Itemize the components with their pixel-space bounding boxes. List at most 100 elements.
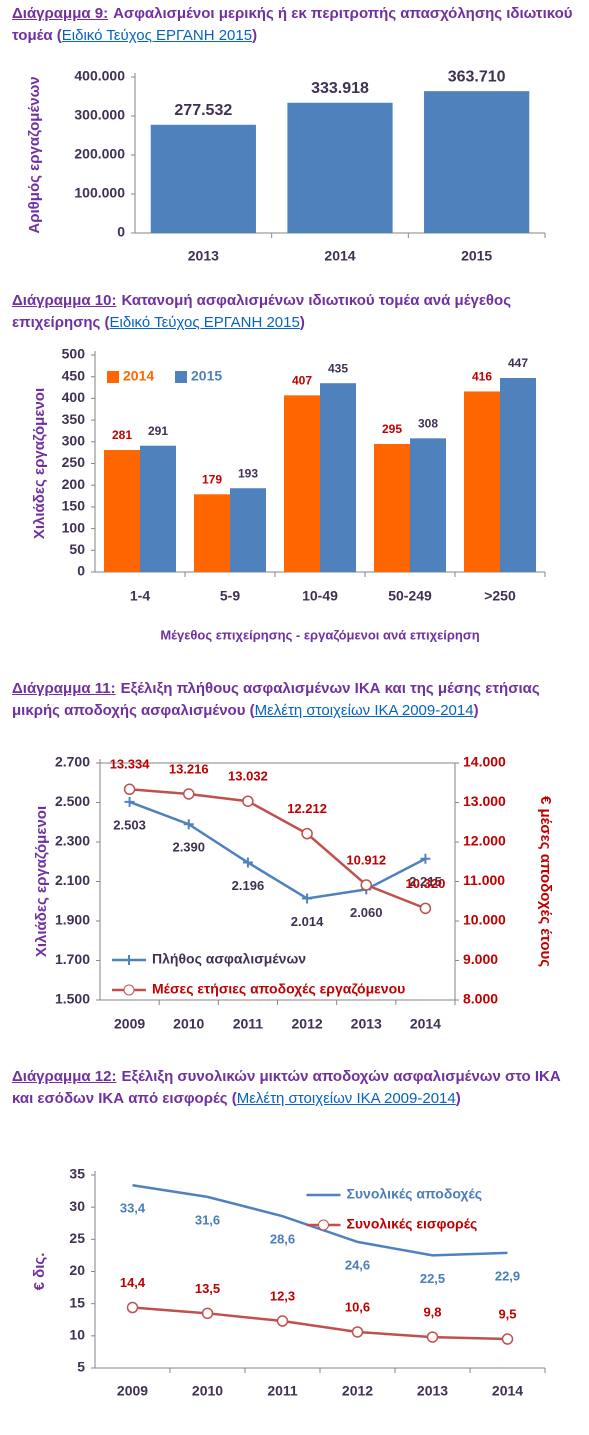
value-label: 363.710: [448, 68, 506, 85]
value-label: 277.532: [174, 102, 232, 119]
value-label: 407: [292, 374, 312, 388]
y2-tick-label: 13.000: [463, 793, 506, 809]
marker: [351, 1326, 364, 1338]
heading-label: Διάγραμμα 10:: [12, 292, 117, 309]
marker: [124, 796, 135, 807]
value-label: 2.196: [232, 878, 265, 893]
y2-tick-label: 8.000: [463, 991, 498, 1007]
heading: Διάγραμμα 10: Κατανομή ασφαλισμένων ιδιωτ…: [12, 290, 577, 334]
bar: [374, 443, 410, 572]
y-tick-label: 500: [62, 346, 86, 362]
y-tick-label: 450: [62, 367, 86, 383]
value-label: 193: [238, 466, 258, 480]
y-tick-label: 35: [69, 1166, 85, 1182]
y-tick-label: 100: [62, 519, 86, 535]
value-label: 333.918: [311, 80, 369, 97]
y-tick-label: 50: [69, 541, 85, 557]
y-axis-label: Χιλιάδες εργαζόμενοι: [33, 806, 50, 957]
x-tick-label: 2013: [188, 248, 219, 264]
heading-label: Διάγραμμα 9:: [12, 5, 109, 22]
heading-text: Ασφαλισμένοι μερικής ή εκ περιτροπής απα…: [12, 5, 573, 44]
x-tick-label: 2012: [292, 1016, 323, 1032]
paren: ): [455, 1090, 461, 1107]
x-tick-label: 2009: [114, 1016, 145, 1032]
x-tick-label: 50-249: [388, 588, 432, 604]
x-tick-label: 2009: [117, 1383, 148, 1399]
marker: [301, 827, 313, 840]
heading-label: Διάγραμμα 12:: [12, 1068, 117, 1085]
y-tick-label: 0: [117, 224, 125, 240]
y2-tick-label: 9.000: [463, 951, 498, 967]
x-tick-label: 2014: [410, 1016, 441, 1032]
source-link[interactable]: Ειδικό Τεύχος ΕΡΓΑΝΗ 2015: [61, 27, 253, 44]
source-link[interactable]: Μελέτη στοιχείων ΙΚΑ 2009-2014: [236, 1090, 456, 1107]
x-tick-label: 2010: [192, 1383, 223, 1399]
value-label: 9,8: [423, 1305, 441, 1320]
source-link[interactable]: Ειδικό Τεύχος ΕΡΓΑΝΗ 2015: [109, 314, 300, 331]
x-tick-label: >250: [484, 588, 516, 604]
y-tick-label: 2.700: [55, 754, 90, 770]
y-tick-label: 250: [62, 454, 86, 470]
y-tick-label: 100.000: [74, 185, 125, 201]
marker: [276, 1315, 289, 1327]
value-label: 2.503: [113, 817, 146, 832]
marker: [242, 795, 254, 807]
marker: [201, 1307, 214, 1320]
heading-label: Διάγραμμα 11:: [12, 680, 116, 697]
value-label: 10.320: [406, 876, 446, 891]
paren: (: [104, 314, 110, 331]
value-label: 10,6: [345, 1299, 370, 1314]
x-tick-label: 2013: [351, 1016, 382, 1032]
legend-label: Μέσες ετήσιες αποδοχές εργαζόμενου: [152, 981, 405, 997]
y-tick-label: 15: [69, 1294, 85, 1310]
heading-text: Εξέλιξη πλήθους ασφαλισμένων ΙΚΑ και της…: [12, 680, 540, 719]
bar: [230, 488, 266, 572]
legend-marker: [318, 1219, 329, 1231]
value-label: 308: [418, 416, 438, 430]
y-tick-label: 10: [69, 1327, 85, 1343]
legend-label: 2015: [191, 368, 222, 384]
bar: [104, 450, 140, 572]
value-label: 281: [112, 428, 132, 442]
paren: ): [473, 702, 479, 719]
bar: [194, 494, 230, 572]
y-tick-label: 200: [62, 476, 86, 492]
y-tick-label: 350: [62, 411, 86, 427]
y-tick-label: 2.500: [55, 793, 90, 809]
source-link[interactable]: Μελέτη στοιχείων ΙΚΑ 2009-2014: [254, 702, 474, 719]
bar: [424, 91, 530, 233]
bar: [500, 378, 536, 572]
series-line: [129, 800, 426, 900]
y-axis-label: Αριθμός εργαζομένων: [26, 76, 43, 233]
y-tick-label: 400: [62, 389, 86, 405]
y2-tick-label: 14.000: [463, 754, 506, 770]
bar: [320, 383, 356, 572]
marker: [183, 819, 194, 830]
y-tick-label: 0: [77, 563, 85, 579]
value-label: 2.215: [409, 874, 442, 889]
heading: Διάγραμμα 9: Ασφαλισμένοι μερικής ή εκ πε…: [12, 3, 577, 47]
value-label: 12.212: [287, 801, 327, 816]
series-line: [129, 788, 426, 910]
value-label: 9,5: [498, 1306, 516, 1321]
value-label: 31,6: [195, 1212, 220, 1227]
legend-marker: [123, 984, 135, 996]
value-label: 179: [202, 472, 222, 486]
x-tick-label: 2011: [233, 1016, 264, 1032]
value-label: 28,6: [270, 1232, 295, 1247]
y-tick-label: 25: [69, 1230, 85, 1246]
y-axis-label: Χιλιάδες εργαζόμενοι: [31, 388, 48, 539]
y-tick-label: 200.000: [74, 146, 125, 162]
bar: [140, 445, 176, 572]
x-tick-label: 2014: [492, 1383, 523, 1399]
y2-axis-label: € μέσες αποδοχές έτους: [537, 796, 554, 967]
paren: (: [56, 27, 62, 44]
value-label: 2.390: [172, 840, 205, 855]
marker: [420, 853, 431, 864]
y-tick-label: 20: [69, 1262, 85, 1278]
bar: [284, 395, 320, 572]
legend-label: 2014: [123, 368, 154, 384]
x-tick-label: 1-4: [130, 588, 150, 604]
